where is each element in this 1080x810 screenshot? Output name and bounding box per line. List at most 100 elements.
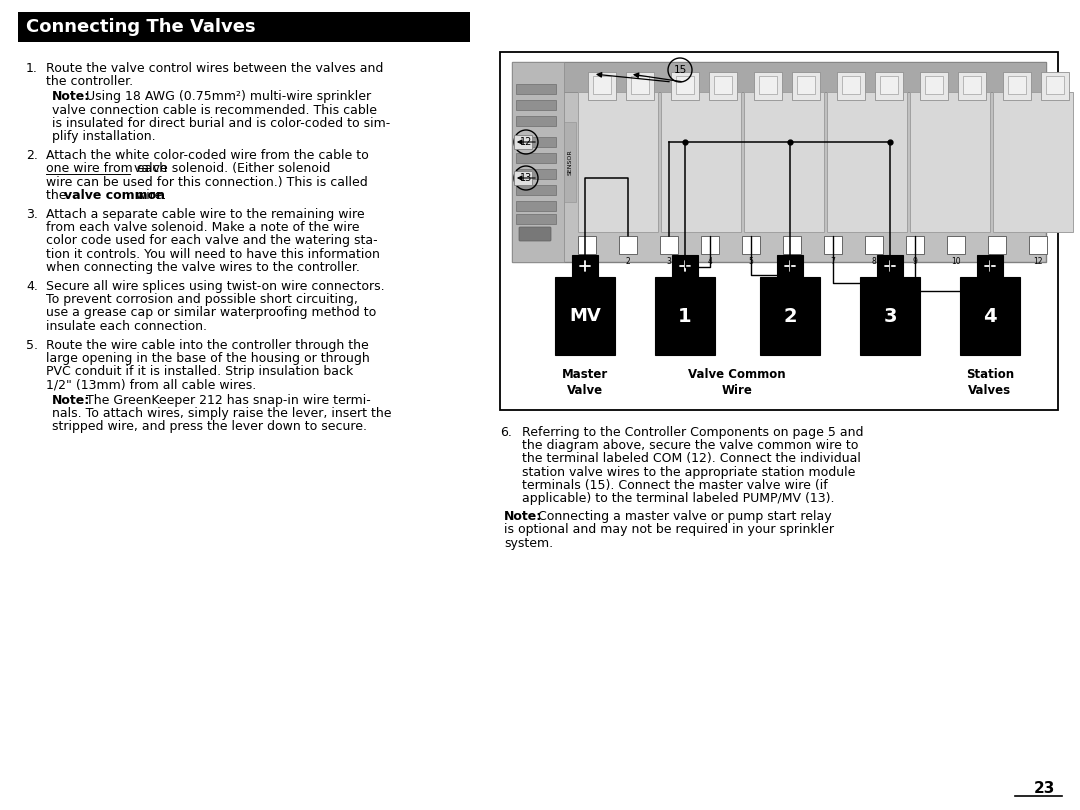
Text: 5.: 5.: [26, 339, 38, 352]
Text: 2.: 2.: [26, 149, 38, 162]
Text: 12: 12: [1034, 257, 1043, 266]
Text: 11: 11: [993, 257, 1002, 266]
FancyBboxPatch shape: [924, 76, 943, 94]
Text: the controller.: the controller.: [46, 75, 133, 88]
FancyBboxPatch shape: [519, 227, 551, 241]
Text: insulate each connection.: insulate each connection.: [46, 320, 207, 333]
FancyBboxPatch shape: [880, 76, 897, 94]
FancyBboxPatch shape: [708, 72, 737, 100]
FancyBboxPatch shape: [947, 236, 966, 254]
Text: valve common: valve common: [64, 189, 165, 202]
Text: 1: 1: [678, 306, 692, 326]
FancyBboxPatch shape: [837, 72, 865, 100]
Text: Referring to the Controller Components on page 5 and: Referring to the Controller Components o…: [522, 426, 864, 439]
FancyBboxPatch shape: [516, 137, 556, 147]
Text: 8: 8: [872, 257, 876, 266]
FancyBboxPatch shape: [516, 100, 556, 110]
Text: nals. To attach wires, simply raise the lever, insert the: nals. To attach wires, simply raise the …: [52, 407, 391, 420]
Text: 1: 1: [584, 257, 590, 266]
FancyBboxPatch shape: [564, 122, 576, 202]
FancyBboxPatch shape: [1041, 72, 1069, 100]
Text: use a grease cap or similar waterproofing method to: use a grease cap or similar waterproofin…: [46, 306, 376, 319]
FancyBboxPatch shape: [759, 76, 777, 94]
Text: MV: MV: [569, 307, 600, 325]
Text: 2: 2: [783, 306, 797, 326]
FancyBboxPatch shape: [671, 72, 699, 100]
FancyBboxPatch shape: [500, 52, 1058, 410]
Text: Valve Common
Wire: Valve Common Wire: [688, 368, 786, 397]
FancyBboxPatch shape: [578, 236, 596, 254]
FancyBboxPatch shape: [514, 171, 532, 185]
Text: Note:: Note:: [504, 510, 542, 523]
FancyBboxPatch shape: [993, 92, 1074, 232]
Text: 4.: 4.: [26, 280, 38, 293]
FancyBboxPatch shape: [963, 76, 981, 94]
Text: 23: 23: [1034, 781, 1055, 796]
Text: from each valve solenoid. Make a note of the wire: from each valve solenoid. Make a note of…: [46, 221, 360, 234]
FancyBboxPatch shape: [514, 135, 532, 149]
Text: 12: 12: [519, 137, 532, 147]
Text: 9: 9: [913, 257, 917, 266]
FancyBboxPatch shape: [977, 255, 1003, 277]
Text: 13: 13: [519, 173, 532, 183]
Text: 4: 4: [983, 306, 997, 326]
Text: the terminal labeled COM (12). Connect the individual: the terminal labeled COM (12). Connect t…: [522, 453, 861, 466]
Text: Station
Valves: Station Valves: [966, 368, 1014, 397]
Text: Attach a separate cable wire to the remaining wire: Attach a separate cable wire to the rema…: [46, 208, 365, 221]
Text: Route the wire cable into the controller through the: Route the wire cable into the controller…: [46, 339, 368, 352]
FancyBboxPatch shape: [760, 277, 820, 355]
FancyBboxPatch shape: [661, 92, 741, 232]
Text: 4: 4: [707, 257, 713, 266]
FancyBboxPatch shape: [910, 92, 990, 232]
FancyBboxPatch shape: [865, 236, 883, 254]
FancyBboxPatch shape: [654, 277, 715, 355]
Text: Master
Valve: Master Valve: [562, 368, 608, 397]
Text: 3: 3: [883, 306, 896, 326]
Text: 6: 6: [789, 257, 795, 266]
FancyBboxPatch shape: [744, 92, 824, 232]
Text: Route the valve control wires between the valves and: Route the valve control wires between th…: [46, 62, 383, 75]
Text: is optional and may not be required in your sprinkler: is optional and may not be required in y…: [504, 523, 834, 536]
FancyBboxPatch shape: [875, 72, 903, 100]
Text: 2: 2: [625, 257, 631, 266]
FancyBboxPatch shape: [18, 12, 470, 42]
FancyBboxPatch shape: [842, 76, 860, 94]
Text: Note:: Note:: [52, 394, 91, 407]
Text: station valve wires to the appropriate station module: station valve wires to the appropriate s…: [522, 466, 855, 479]
FancyBboxPatch shape: [1047, 76, 1064, 94]
FancyBboxPatch shape: [660, 236, 678, 254]
Text: one wire from each: one wire from each: [46, 162, 167, 176]
FancyBboxPatch shape: [631, 76, 649, 94]
Text: wire.: wire.: [132, 189, 166, 202]
FancyBboxPatch shape: [619, 236, 637, 254]
Text: valve solenoid. (Either solenoid: valve solenoid. (Either solenoid: [131, 162, 330, 176]
Text: applicable) to the terminal labeled PUMP/MV (13).: applicable) to the terminal labeled PUMP…: [522, 492, 835, 505]
Text: stripped wire, and press the lever down to secure.: stripped wire, and press the lever down …: [52, 420, 367, 433]
Text: 3.: 3.: [26, 208, 38, 221]
FancyBboxPatch shape: [827, 92, 907, 232]
FancyBboxPatch shape: [516, 214, 556, 224]
Text: SENSOR: SENSOR: [567, 149, 572, 175]
Text: large opening in the base of the housing or through: large opening in the base of the housing…: [46, 352, 369, 365]
Text: The GreenKeeper 212 has snap-in wire termi-: The GreenKeeper 212 has snap-in wire ter…: [82, 394, 370, 407]
Text: Attach the white color-coded wire from the cable to: Attach the white color-coded wire from t…: [46, 149, 368, 162]
FancyBboxPatch shape: [578, 92, 658, 232]
Text: tion it controls. You will need to have this information: tion it controls. You will need to have …: [46, 248, 380, 261]
Text: the: the: [46, 189, 70, 202]
FancyBboxPatch shape: [512, 62, 564, 262]
FancyBboxPatch shape: [516, 153, 556, 163]
Text: Connecting The Valves: Connecting The Valves: [26, 18, 256, 36]
Text: Using 18 AWG (0.75mm²) multi-wire sprinkler: Using 18 AWG (0.75mm²) multi-wire sprink…: [82, 91, 372, 104]
FancyBboxPatch shape: [797, 76, 815, 94]
FancyBboxPatch shape: [824, 236, 842, 254]
Text: the diagram above, secure the valve common wire to: the diagram above, secure the valve comm…: [522, 439, 859, 452]
FancyBboxPatch shape: [512, 62, 1047, 262]
FancyBboxPatch shape: [783, 236, 801, 254]
FancyBboxPatch shape: [877, 255, 903, 277]
FancyBboxPatch shape: [593, 76, 611, 94]
FancyBboxPatch shape: [958, 72, 986, 100]
FancyBboxPatch shape: [516, 169, 556, 179]
FancyBboxPatch shape: [516, 201, 556, 211]
Text: 3: 3: [666, 257, 672, 266]
Text: 1.: 1.: [26, 62, 38, 75]
